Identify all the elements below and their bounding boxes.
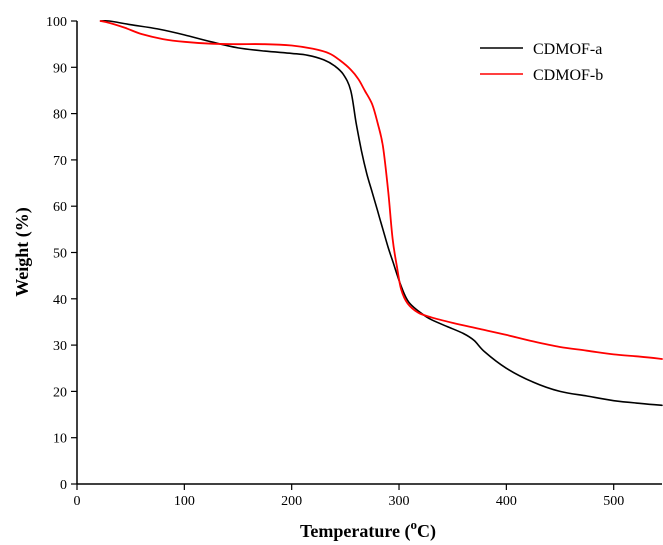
y-tick-label: 100 xyxy=(46,15,67,30)
y-tick-label: 80 xyxy=(53,108,67,123)
x-tick-label: 300 xyxy=(389,494,410,509)
x-axis-title-superscript: o xyxy=(410,517,417,532)
y-tick-label: 30 xyxy=(53,339,67,354)
x-axis-ticks: 0 100 200 300 400 500 xyxy=(74,484,624,509)
x-tick-label: 400 xyxy=(496,494,517,509)
y-axis-ticks: 0 10 20 30 40 50 60 70 80 90 100 xyxy=(46,15,77,493)
x-axis-title-text: Temperature ( xyxy=(300,521,410,542)
y-tick-label: 20 xyxy=(53,385,67,400)
y-tick-label: 40 xyxy=(53,293,67,308)
x-axis-title: Temperature (oC) xyxy=(300,517,436,542)
x-tick-label: 200 xyxy=(281,494,302,509)
legend-label-cdmof-b: CDMOF-b xyxy=(533,67,603,84)
x-tick-label: 0 xyxy=(74,494,81,509)
legend-label-cdmof-a: CDMOF-a xyxy=(533,41,602,58)
y-tick-label: 60 xyxy=(53,200,67,215)
plot-area xyxy=(76,21,662,485)
y-axis-title: Weight (%) xyxy=(12,207,33,297)
y-tick-label: 0 xyxy=(60,478,67,493)
y-tick-label: 50 xyxy=(53,247,67,262)
y-tick-label: 70 xyxy=(53,154,67,169)
y-tick-label: 10 xyxy=(53,432,67,447)
series-lines xyxy=(99,19,663,407)
x-tick-label: 500 xyxy=(603,494,624,509)
x-tick-label: 100 xyxy=(174,494,195,509)
legend: CDMOF-a CDMOF-b xyxy=(480,41,603,84)
y-tick-label: 90 xyxy=(53,61,67,76)
series-line-cdmof-b xyxy=(99,20,663,360)
x-axis-title-unit: C) xyxy=(417,521,436,542)
series-line-cdmof-a xyxy=(99,19,663,407)
